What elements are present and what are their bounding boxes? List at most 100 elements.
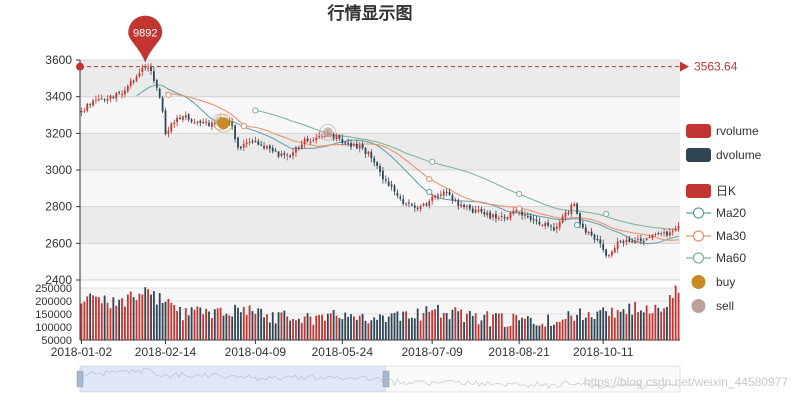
volume-bar bbox=[553, 324, 555, 340]
volume-bar bbox=[657, 307, 660, 340]
data-zoom-slider[interactable] bbox=[76, 365, 681, 393]
legend-item-dvolume[interactable]: dvolume bbox=[686, 148, 762, 162]
legend-swatch-circle bbox=[692, 252, 705, 264]
legend-label: buy bbox=[716, 275, 735, 289]
legend-item-ma20[interactable]: Ma20 bbox=[686, 206, 746, 220]
markline-label: 3563.64 bbox=[694, 60, 738, 74]
candle-body bbox=[373, 158, 376, 163]
candle-body bbox=[637, 238, 639, 240]
legend-item-rvolume[interactable]: rvolume bbox=[686, 124, 759, 138]
date-tick-label: 2018-01-02 bbox=[51, 345, 113, 359]
volume-bar bbox=[573, 320, 576, 340]
price-tick-label: 3200 bbox=[45, 126, 72, 140]
legend[interactable]: rvolume dvolume 日K Ma20 Ma30 Ma60 buy sell bbox=[686, 124, 762, 313]
ma60-marker bbox=[516, 190, 523, 197]
candle-body bbox=[303, 138, 306, 145]
legend-item-buy[interactable]: buy bbox=[691, 275, 736, 289]
volume-bar bbox=[654, 304, 657, 340]
legend-item-sell[interactable]: sell bbox=[691, 299, 735, 313]
volume-bar bbox=[515, 315, 518, 340]
candle-body bbox=[396, 192, 399, 196]
candle-body bbox=[295, 147, 297, 153]
legend-item-ma60[interactable]: Ma60 bbox=[686, 251, 746, 265]
volume-bar bbox=[373, 317, 376, 340]
volume-bar bbox=[518, 320, 521, 340]
legend-label: Ma60 bbox=[716, 251, 746, 265]
candle-body bbox=[480, 208, 483, 212]
zoom-selection[interactable] bbox=[80, 366, 386, 392]
volume-bar bbox=[202, 314, 205, 340]
price-tick-label: 3600 bbox=[45, 53, 72, 67]
volume-bar bbox=[353, 316, 355, 340]
ma60-marker bbox=[602, 210, 610, 218]
volume-bar bbox=[286, 316, 289, 340]
date-tick-label: 2018-07-09 bbox=[401, 345, 463, 359]
candle-body bbox=[138, 72, 141, 77]
volume-bar bbox=[295, 320, 297, 340]
volume-bar bbox=[176, 310, 178, 340]
volume-bar bbox=[442, 313, 445, 340]
volume-bar bbox=[439, 317, 442, 340]
max-pin-shape bbox=[128, 15, 163, 63]
price-tick-label: 2600 bbox=[45, 236, 72, 250]
candle-body bbox=[532, 219, 535, 221]
candle-body bbox=[579, 213, 581, 225]
volume-bar bbox=[193, 309, 196, 340]
volume-bars bbox=[80, 285, 680, 340]
volume-bar bbox=[335, 315, 338, 340]
legend-label: dvolume bbox=[716, 148, 762, 162]
volume-bar bbox=[344, 312, 347, 340]
volume-bar bbox=[80, 303, 83, 340]
legend-item-kline[interactable]: 日K bbox=[686, 184, 736, 198]
price-tick-label: 3400 bbox=[45, 90, 72, 104]
volume-bar bbox=[593, 319, 596, 340]
volume-bar bbox=[292, 319, 294, 340]
volume-bar bbox=[312, 324, 315, 340]
candle-body bbox=[184, 115, 187, 118]
candle-body bbox=[361, 144, 364, 149]
volume-bar bbox=[576, 314, 578, 340]
moving-average-markers bbox=[165, 91, 610, 229]
zoom-handle-start[interactable] bbox=[76, 370, 84, 388]
candle-body bbox=[208, 122, 210, 126]
candle-body bbox=[666, 231, 668, 236]
volume-bar bbox=[547, 314, 550, 340]
candle-body bbox=[179, 117, 181, 119]
volume-bar bbox=[668, 294, 671, 340]
candle-body bbox=[477, 210, 480, 212]
candle-body bbox=[668, 232, 671, 236]
volume-bar bbox=[474, 313, 477, 340]
volume-bar bbox=[103, 295, 106, 340]
zoom-handle-end[interactable] bbox=[382, 370, 390, 388]
candle-body bbox=[283, 153, 286, 155]
volume-bar bbox=[242, 306, 245, 340]
volume-bar bbox=[434, 309, 436, 340]
volume-bar bbox=[382, 315, 384, 340]
volume-bar bbox=[347, 316, 350, 340]
candle-body bbox=[619, 240, 622, 242]
candle-body bbox=[141, 67, 144, 73]
volume-bar bbox=[561, 319, 564, 340]
price-axis: 3600 3400 3200 3000 2800 2600 2400 bbox=[45, 53, 81, 287]
candle-body bbox=[257, 141, 260, 145]
candle-body bbox=[576, 203, 578, 214]
candle-body bbox=[341, 138, 344, 143]
volume-bar bbox=[121, 298, 123, 340]
candle-body bbox=[124, 90, 126, 95]
volume-bar bbox=[97, 297, 100, 340]
volume-bar bbox=[431, 310, 434, 340]
legend-item-ma30[interactable]: Ma30 bbox=[686, 229, 746, 243]
volume-bar bbox=[141, 294, 144, 340]
volume-bar bbox=[147, 289, 150, 340]
candle-body bbox=[202, 121, 205, 124]
candle-body bbox=[315, 137, 318, 141]
candle-body bbox=[553, 227, 555, 231]
candle-body bbox=[379, 165, 381, 173]
candle-body bbox=[245, 142, 248, 145]
volume-bar bbox=[341, 319, 344, 340]
candle-body bbox=[471, 208, 474, 213]
candle-body bbox=[193, 122, 196, 124]
volume-bar bbox=[544, 326, 547, 340]
candle-body bbox=[448, 191, 451, 196]
candle-body bbox=[648, 237, 651, 239]
